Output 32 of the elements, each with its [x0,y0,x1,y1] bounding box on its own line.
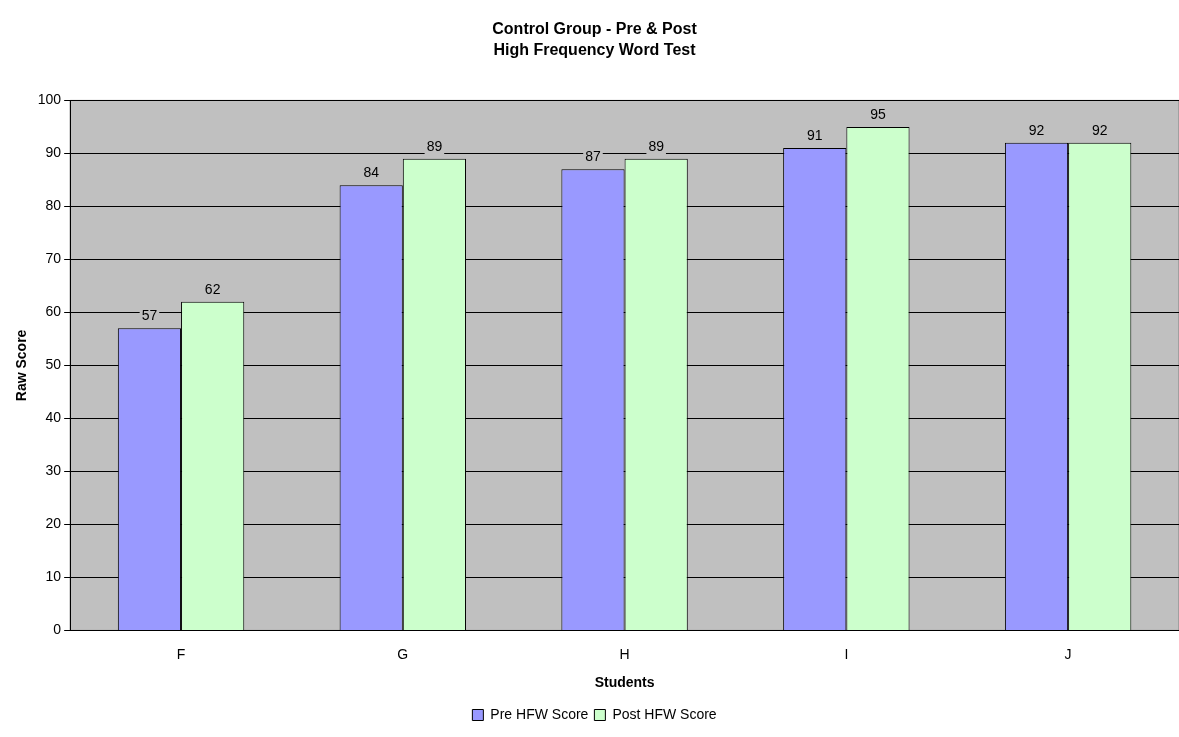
y-tick-label: 10 [45,568,62,585]
y-tick-label: 60 [45,303,62,320]
y-tick-label: 30 [45,462,62,479]
x-tick-label: J [1064,645,1072,662]
x-tick-label: I [844,645,849,662]
data-label: 62 [204,280,221,297]
data-label: 89 [426,137,443,154]
y-axis-title: Raw Score [13,329,30,402]
x-axis-title: Students [594,674,655,691]
y-tick-label: 20 [45,515,62,532]
y-tick-label: 80 [45,197,62,214]
y-tick-label: 0 [53,621,62,638]
data-label: 89 [648,137,665,154]
data-label: 87 [585,148,601,165]
x-tick-label: H [619,645,630,662]
data-label: 92 [1091,121,1108,138]
chart-subtitle: High Frequency Word Test [493,41,697,59]
y-tick-label: 70 [45,250,62,267]
y-tick-label: 40 [45,409,62,426]
data-label: 84 [363,164,380,181]
chart-title: Control Group - Pre & Post [492,20,698,38]
data-label: 92 [1028,121,1045,138]
data-label: 95 [870,105,886,122]
x-tick-label: G [397,645,409,662]
y-tick-label: 50 [45,356,62,373]
legend-label: Post HFW Score [612,705,717,722]
data-label: 57 [141,307,158,324]
legend-label: Pre HFW Score [490,705,589,722]
y-tick-label: 100 [37,91,62,108]
data-label: 91 [806,126,823,143]
y-tick-label: 90 [45,144,62,161]
x-tick-label: F [176,645,186,662]
